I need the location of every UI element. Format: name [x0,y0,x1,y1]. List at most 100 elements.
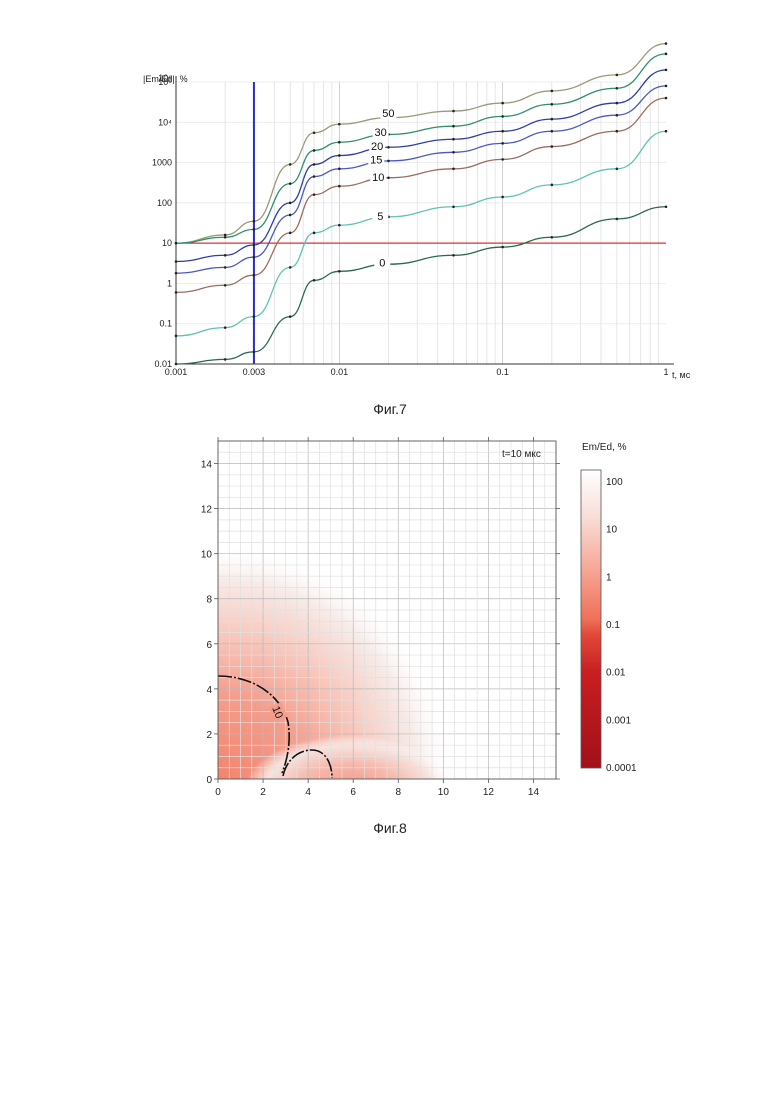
fig7-data-point [616,74,619,77]
fig7-data-point [289,232,292,235]
fig7-y-tick-label: 100 [157,198,172,208]
fig7-data-point [665,85,668,88]
figure-8: 10 0246810121402468101214 t=10 мкс Em/Ed… [201,437,637,836]
fig7-y-tick-label: 0.1 [159,319,172,329]
fig7-data-point [338,270,341,273]
plot-area-fig7 [176,82,666,364]
fig8-y-tick-label: 14 [201,460,213,471]
fig7-data-point [501,115,504,118]
fig7-data-point [665,97,668,100]
fig7-data-point [551,90,554,93]
colorbar-label: 10 [606,525,618,536]
fig7-data-point [289,182,292,185]
fig7-data-point [665,42,668,45]
fig7-data-point [313,163,316,166]
figure-7: 0.010.1110100100010⁴10⁵10⁶0.0010.0030.01… [143,42,691,417]
fig8-y-tick-label: 0 [206,775,212,786]
fig7-data-point [253,351,256,354]
fig7-x-tick-label: 1 [663,367,668,377]
colorbar-title: Em/Ed, % [582,442,627,453]
fig7-data-point [224,236,227,239]
fig7-data-point [224,326,227,329]
fig8-y-tick-label: 8 [206,595,212,606]
fig7-data-point [616,87,619,90]
fig7-data-point [452,125,455,128]
fig7-data-point [253,274,256,277]
fig7-data-point [338,224,341,227]
fig7-data-point [224,358,227,361]
fig7-data-point [452,110,455,113]
fig8-y-tick-label: 2 [206,730,212,741]
fig7-data-point [338,185,341,188]
fig7-data-point [313,279,316,282]
fig7-data-point [224,254,227,257]
fig7-x-tick-label: 0.001 [165,367,188,377]
colorbar-label: 0.0001 [606,763,637,774]
fig7-data-point [313,193,316,196]
fig8-x-tick-label: 12 [483,787,495,798]
colorbar-label: 0.1 [606,620,620,631]
fig7-series-label: 10 [372,172,384,184]
fig7-y-tick-label: 1 [167,278,172,288]
fig8-x-tick-label: 10 [438,787,450,798]
colorbar-label: 0.001 [606,715,631,726]
fig7-data-point [175,363,178,366]
fig7-data-point [501,102,504,105]
fig7-data-point [175,335,178,338]
fig7-data-point [551,236,554,239]
fig7-data-point [338,123,341,126]
fig7-data-point [616,168,619,171]
fig7-data-point [175,260,178,263]
fig7-data-point [387,160,390,163]
fig7-data-point [313,232,316,235]
fig7-data-point [452,168,455,171]
fig7-data-point [313,149,316,152]
fig7-data-point [338,168,341,171]
fig8-y-tick-label: 10 [201,550,213,561]
fig7-data-point [289,202,292,205]
fig7-data-point [551,103,554,106]
fig7-series-label: 15 [370,155,382,167]
fig7-y-axis-title: |Em/Ed|, % [143,74,188,84]
fig7-data-point [665,130,668,133]
fig8-x-tick-label: 6 [350,787,356,798]
fig7-data-point [665,69,668,72]
fig7-data-point [501,130,504,133]
fig7-series-label: 5 [377,211,383,223]
fig8-y-tick-label: 6 [206,640,212,651]
fig7-x-axis-title: t, мс [672,370,691,380]
fig7-data-point [452,138,455,141]
fig7-data-point [338,154,341,157]
fig7-data-point [665,53,668,56]
fig7-y-tick-label: 10 [162,238,172,248]
fig7-data-point [616,114,619,117]
fig7-data-point [289,315,292,318]
fig8-y-tick-label: 12 [201,505,213,516]
fig7-data-point [616,130,619,133]
fig7-data-point [313,175,316,178]
fig7-data-point [551,130,554,133]
fig7-y-tick-label: 1000 [152,158,172,168]
colorbar-label: 1 [606,572,612,583]
fig7-data-point [224,266,227,269]
fig7-data-point [452,205,455,208]
fig7-data-point [224,284,227,287]
colorbar [581,470,601,768]
fig7-data-point [501,196,504,199]
fig7-data-point [253,256,256,259]
fig7-data-point [253,315,256,318]
fig7-data-point [289,163,292,166]
fig7-series-label: 20 [371,141,383,153]
fig7-x-tick-label: 0.003 [243,367,266,377]
fig7-caption: Фиг.7 [373,401,407,417]
fig7-data-point [665,205,668,208]
fig7-data-point [501,142,504,145]
fig7-data-point [313,131,316,134]
fig8-y-tick-label: 4 [206,685,212,696]
fig8-x-tick-label: 0 [215,787,221,798]
fig8-caption: Фиг.8 [373,820,407,836]
fig8-x-tick-label: 8 [395,787,401,798]
fig8-x-tick-label: 14 [528,787,540,798]
fig7-series-label: 30 [374,127,386,139]
